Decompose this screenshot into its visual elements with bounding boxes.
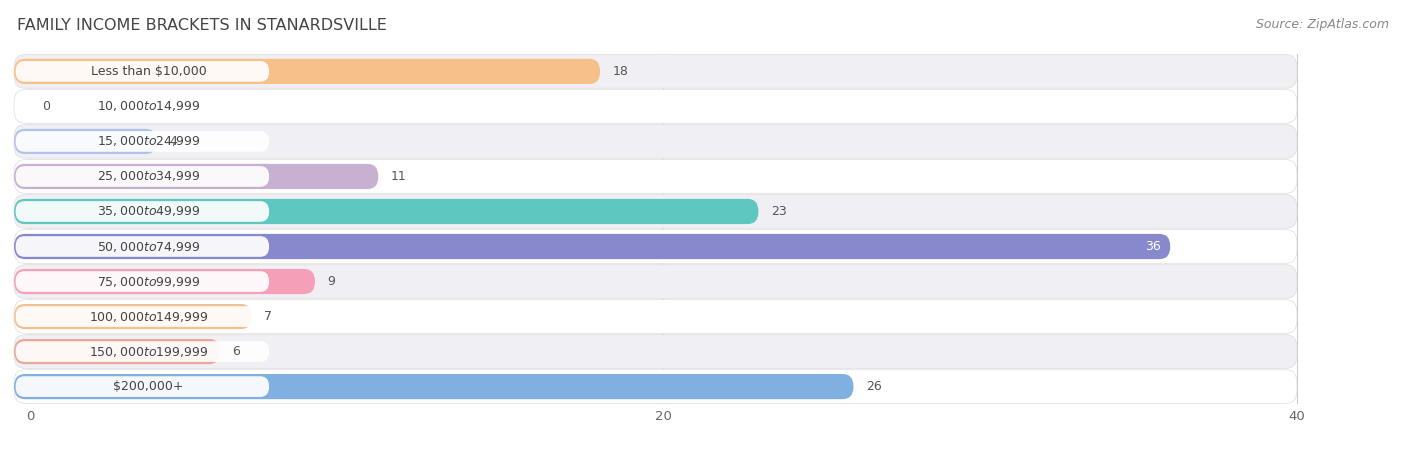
Text: $35,000 to $49,999: $35,000 to $49,999 xyxy=(97,204,201,219)
FancyBboxPatch shape xyxy=(14,90,1296,123)
FancyBboxPatch shape xyxy=(14,160,1296,193)
FancyBboxPatch shape xyxy=(15,236,269,257)
FancyBboxPatch shape xyxy=(14,164,378,189)
Text: $15,000 to $24,999: $15,000 to $24,999 xyxy=(97,134,201,149)
FancyBboxPatch shape xyxy=(14,59,600,84)
FancyBboxPatch shape xyxy=(14,129,156,154)
FancyBboxPatch shape xyxy=(15,96,269,117)
FancyBboxPatch shape xyxy=(14,230,1296,263)
FancyBboxPatch shape xyxy=(15,341,269,362)
FancyBboxPatch shape xyxy=(15,376,269,397)
Text: 26: 26 xyxy=(866,380,882,393)
Text: $200,000+: $200,000+ xyxy=(114,380,184,393)
FancyBboxPatch shape xyxy=(14,265,1296,298)
Text: $75,000 to $99,999: $75,000 to $99,999 xyxy=(97,274,201,289)
Text: Less than $10,000: Less than $10,000 xyxy=(91,65,207,78)
Text: 6: 6 xyxy=(232,345,240,358)
FancyBboxPatch shape xyxy=(14,304,252,329)
Text: $100,000 to $149,999: $100,000 to $149,999 xyxy=(89,309,208,324)
Text: $150,000 to $199,999: $150,000 to $199,999 xyxy=(89,344,208,359)
FancyBboxPatch shape xyxy=(15,271,269,292)
Text: 11: 11 xyxy=(391,170,406,183)
Text: 9: 9 xyxy=(328,275,336,288)
Text: 0: 0 xyxy=(42,100,51,113)
FancyBboxPatch shape xyxy=(14,370,1296,403)
FancyBboxPatch shape xyxy=(15,166,269,187)
FancyBboxPatch shape xyxy=(14,300,1296,333)
Text: $10,000 to $14,999: $10,000 to $14,999 xyxy=(97,99,201,114)
FancyBboxPatch shape xyxy=(14,199,758,224)
FancyBboxPatch shape xyxy=(14,234,1170,259)
FancyBboxPatch shape xyxy=(14,55,1296,88)
FancyBboxPatch shape xyxy=(15,61,269,82)
Text: 18: 18 xyxy=(613,65,628,78)
FancyBboxPatch shape xyxy=(15,201,269,222)
FancyBboxPatch shape xyxy=(14,195,1296,228)
FancyBboxPatch shape xyxy=(14,269,315,294)
Text: 23: 23 xyxy=(770,205,787,218)
FancyBboxPatch shape xyxy=(14,125,1296,158)
Text: 7: 7 xyxy=(264,310,273,323)
FancyBboxPatch shape xyxy=(15,131,269,152)
Text: $25,000 to $34,999: $25,000 to $34,999 xyxy=(97,169,201,184)
Text: Source: ZipAtlas.com: Source: ZipAtlas.com xyxy=(1256,18,1389,31)
FancyBboxPatch shape xyxy=(14,335,1296,368)
FancyBboxPatch shape xyxy=(15,306,269,327)
Text: $50,000 to $74,999: $50,000 to $74,999 xyxy=(97,239,201,254)
FancyBboxPatch shape xyxy=(14,374,853,399)
Text: FAMILY INCOME BRACKETS IN STANARDSVILLE: FAMILY INCOME BRACKETS IN STANARDSVILLE xyxy=(17,18,387,33)
Text: 4: 4 xyxy=(169,135,177,148)
FancyBboxPatch shape xyxy=(14,339,219,364)
Text: 36: 36 xyxy=(1144,240,1161,253)
